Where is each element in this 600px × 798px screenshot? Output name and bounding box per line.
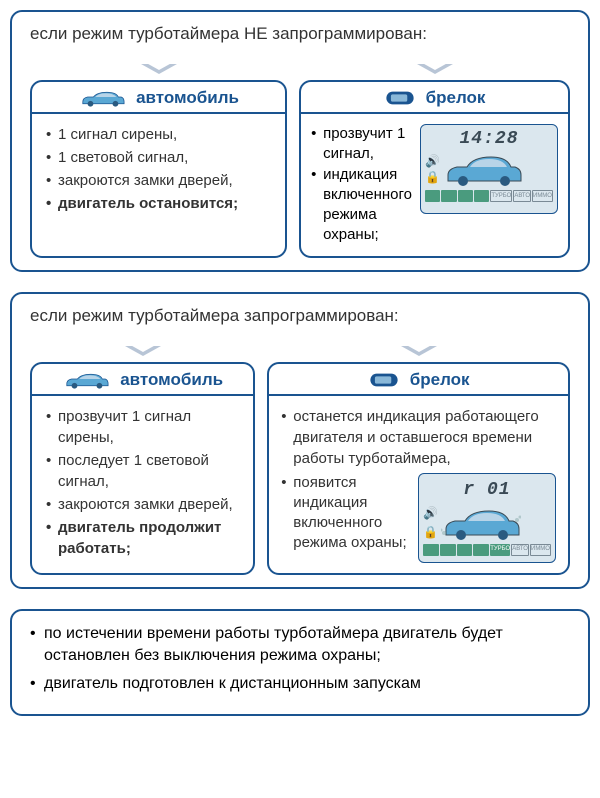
fob-text: появится индикация включенного режима ох… <box>281 473 410 556</box>
speaker-icon: 🔊 <box>425 154 440 168</box>
fob-icon <box>384 88 416 108</box>
car-column: автомобиль 1 сигнал сирены,1 световой си… <box>30 80 287 258</box>
fob-icon <box>368 370 400 390</box>
columns: автомобиль 1 сигнал сирены,1 световой си… <box>30 52 570 258</box>
list-item: 1 световой сигнал, <box>46 147 271 168</box>
list-item: индикация включенного режима охраны; <box>311 165 412 246</box>
lcd-tags: ТУРБОАВТОИММО <box>423 544 551 556</box>
fob-body: появится индикация включенного режима ох… <box>281 473 556 563</box>
lcd-display: 14:28 🔊 🔒 ТУРБОАВТОИММО <box>420 124 558 214</box>
col-header: автомобиль <box>32 82 285 114</box>
list-item: 1 сигнал сирены, <box>46 124 271 145</box>
lcd-tag <box>425 190 440 202</box>
car-icon <box>62 370 110 390</box>
section-not-programmed: если режим турботаймера НЕ запрограммиро… <box>10 10 590 272</box>
list-item: двигатель остановится; <box>46 193 271 214</box>
car-column: автомобиль прозвучит 1 сигнал сирены,пос… <box>30 362 255 575</box>
car-body: прозвучит 1 сигнал сирены,последует 1 св… <box>32 396 253 571</box>
lcd-tag <box>457 544 473 556</box>
fob-list: прозвучит 1 сигнал,индикация включенного… <box>311 124 412 246</box>
lcd-tag: ТУРБО <box>490 190 512 202</box>
arrow-down-icon <box>417 64 453 74</box>
lcd-tag: ИММО <box>530 544 551 556</box>
footer-item: двигатель подготовлен к дистанционным за… <box>30 673 570 695</box>
section-programmed: если режим турботаймера запрограммирован… <box>10 292 590 589</box>
car-list: 1 сигнал сирены,1 световой сигнал,закрою… <box>46 124 271 214</box>
columns: автомобиль прозвучит 1 сигнал сирены,пос… <box>30 334 570 575</box>
col-header: брелок <box>301 82 568 114</box>
car-list: прозвучит 1 сигнал сирены,последует 1 св… <box>46 406 239 559</box>
arrow-down-icon <box>401 346 437 356</box>
car-label: автомобиль <box>120 370 223 390</box>
section-title: если режим турботаймера запрограммирован… <box>30 306 570 326</box>
lcd-tag <box>440 544 456 556</box>
lcd-main: 🔊 🔒 <box>423 505 551 541</box>
car-body: 1 сигнал сирены,1 световой сигнал,закрою… <box>32 114 285 226</box>
lcd-tag <box>458 190 473 202</box>
list-item: прозвучит 1 сигнал сирены, <box>46 406 239 448</box>
fob-label: брелок <box>426 88 486 108</box>
lcd-tag: ТУРБО <box>490 544 510 556</box>
lcd-car-icon <box>443 151 523 187</box>
list-item: последует 1 световой сигнал, <box>46 450 239 492</box>
car-icon <box>78 88 126 108</box>
footer-item: по истечении времени работы турботаймера… <box>30 623 570 668</box>
footer-section: по истечении времени работы турботаймера… <box>10 609 590 716</box>
lcd-tag: ИММО <box>532 190 553 202</box>
list-item: прозвучит 1 сигнал, <box>311 124 412 165</box>
list-item: двигатель продолжит работать; <box>46 517 239 559</box>
lcd-left-icons: 🔊 🔒 <box>423 505 438 541</box>
arrow-down-icon <box>125 346 161 356</box>
lcd-tag <box>473 544 489 556</box>
fob-column: брелок останется индикация работающего д… <box>267 362 570 575</box>
lcd-tag: АВТО <box>511 544 529 556</box>
fob-body: прозвучит 1 сигнал,индикация включенного… <box>301 114 568 256</box>
fob-list: останется индикация работающего двигател… <box>281 406 556 469</box>
fob-body-wrap: останется индикация работающего двигател… <box>269 396 568 573</box>
car-label: автомобиль <box>136 88 239 108</box>
fob-label: брелок <box>410 370 470 390</box>
lcd-time: r 01 <box>423 478 551 503</box>
col-header: брелок <box>269 364 568 396</box>
col-header: автомобиль <box>32 364 253 396</box>
lcd-tag <box>474 190 489 202</box>
lcd-tags: ТУРБОАВТОИММО <box>425 190 553 202</box>
lcd-car-icon <box>441 505 521 541</box>
lcd-display: r 01 🔊 🔒 <box>418 473 556 563</box>
fob-column: брелок прозвучит 1 сигнал,индикация вклю… <box>299 80 570 258</box>
list-item: появится индикация включенного режима ох… <box>281 473 410 554</box>
list-item: закроются замки дверей, <box>46 170 271 191</box>
fob-list: появится индикация включенного режима ох… <box>281 473 410 554</box>
lcd-main: 🔊 🔒 <box>425 151 553 187</box>
lock-icon: 🔒 <box>423 524 438 541</box>
list-item: останется индикация работающего двигател… <box>281 406 556 469</box>
speaker-icon: 🔊 <box>423 505 438 522</box>
fob-text: прозвучит 1 сигнал,индикация включенного… <box>311 124 412 246</box>
list-item: закроются замки дверей, <box>46 494 239 515</box>
lock-icon: 🔒 <box>425 170 440 184</box>
footer-list: по истечении времени работы турботаймера… <box>30 623 570 696</box>
arrow-down-icon <box>141 64 177 74</box>
lcd-tag <box>441 190 456 202</box>
lcd-tag <box>423 544 439 556</box>
lcd-left-icons: 🔊 🔒 <box>425 154 440 184</box>
lcd-tag: АВТО <box>513 190 531 202</box>
section-title: если режим турботаймера НЕ запрограммиро… <box>30 24 570 44</box>
lcd-time: 14:28 <box>425 129 553 149</box>
